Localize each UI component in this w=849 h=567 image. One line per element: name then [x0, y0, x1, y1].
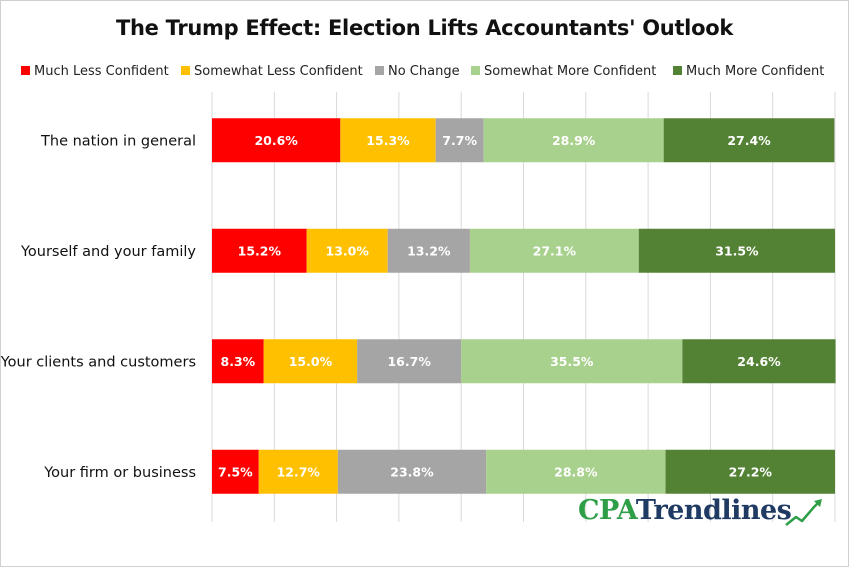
bar-segment	[469, 228, 639, 273]
bar-value-label: 20.6%	[254, 133, 298, 148]
bar-value-label: 15.2%	[238, 243, 282, 258]
bar-value-label: 31.5%	[715, 243, 759, 258]
bar-segment	[263, 339, 358, 384]
chart-title: The Trump Effect: Election Lifts Account…	[115, 16, 734, 40]
bar-segment	[486, 449, 666, 494]
legend-label: Much More Confident	[686, 64, 825, 79]
legend-swatch	[375, 66, 384, 75]
bar-segment	[258, 449, 338, 494]
bar-value-label: 7.5%	[218, 464, 253, 479]
bar-value-label: 8.3%	[221, 354, 256, 369]
bar-segment	[483, 118, 664, 163]
legend-swatch	[471, 66, 480, 75]
legend-item: Somewhat More Confident	[471, 64, 656, 79]
logo-text: CPATrendlines	[578, 495, 828, 526]
bar-value-label: 16.7%	[387, 354, 431, 369]
legend-item: Much Less Confident	[21, 64, 169, 79]
bar-segment	[357, 339, 462, 384]
legend-swatch	[673, 66, 682, 75]
category-labels: The nation in general Yourself and your f…	[0, 133, 196, 481]
trend-arrow-icon	[785, 499, 822, 526]
legend-label: No Change	[388, 64, 460, 79]
bar-segment	[212, 449, 259, 494]
legend-item: No Change	[375, 64, 460, 79]
bar-value-label: 15.0%	[289, 354, 333, 369]
cpatrendlines-logo: CPATrendlines	[578, 495, 828, 533]
bar-segment	[435, 118, 484, 163]
bar-segment	[212, 118, 341, 163]
bar-value-label: 12.7%	[277, 464, 321, 479]
bar-value-label: 28.8%	[554, 464, 598, 479]
legend-label: Somewhat Less Confident	[194, 64, 363, 79]
legend: Much Less Confident Somewhat Less Confide…	[0, 64, 849, 84]
bar-segment	[665, 449, 835, 494]
bar-value-label: 27.2%	[729, 464, 773, 479]
bar-segment	[387, 228, 470, 273]
bar-segment	[663, 118, 835, 163]
bars	[212, 118, 836, 494]
bar-segment	[212, 339, 264, 384]
legend-swatch	[21, 66, 30, 75]
bar-value-label: 28.9%	[552, 133, 596, 148]
bar-value-label: 27.1%	[533, 243, 577, 258]
bar-segment	[212, 228, 307, 273]
legend-item: Much More Confident	[673, 64, 824, 79]
bar-segment	[306, 228, 388, 273]
legend-label: Much Less Confident	[34, 64, 169, 79]
legend-item: Somewhat Less Confident	[181, 64, 363, 79]
category-label: Your clients and customers	[0, 354, 196, 370]
bar-segment	[638, 228, 835, 273]
bar-value-label: 35.5%	[550, 354, 594, 369]
category-label: Your firm or business	[43, 465, 196, 481]
bar-value-label: 27.4%	[727, 133, 771, 148]
logo-part-trendlines: Trendlines	[635, 495, 792, 526]
bar-value-label: 13.2%	[407, 243, 451, 258]
bar-segment	[340, 118, 436, 163]
bar-labels: 20.6% 15.3% 7.7% 28.9% 27.4% 15.2% 13.0% 13.2% 2…	[218, 133, 781, 480]
bar-value-label: 24.6%	[737, 354, 781, 369]
bar-value-label: 13.0%	[326, 243, 370, 258]
bar-segment	[337, 449, 487, 494]
legend-label: Somewhat More Confident	[484, 64, 657, 79]
bar-value-label: 15.3%	[366, 133, 410, 148]
bar-segment	[461, 339, 683, 384]
logo-part-cpa: CPA	[578, 495, 636, 526]
legend-swatch	[181, 66, 190, 75]
bar-value-label: 7.7%	[442, 133, 477, 148]
category-label: Yourself and your family	[20, 244, 196, 260]
bar-segment	[682, 339, 836, 384]
bar-value-label: 23.8%	[390, 464, 434, 479]
category-label: The nation in general	[40, 133, 196, 149]
